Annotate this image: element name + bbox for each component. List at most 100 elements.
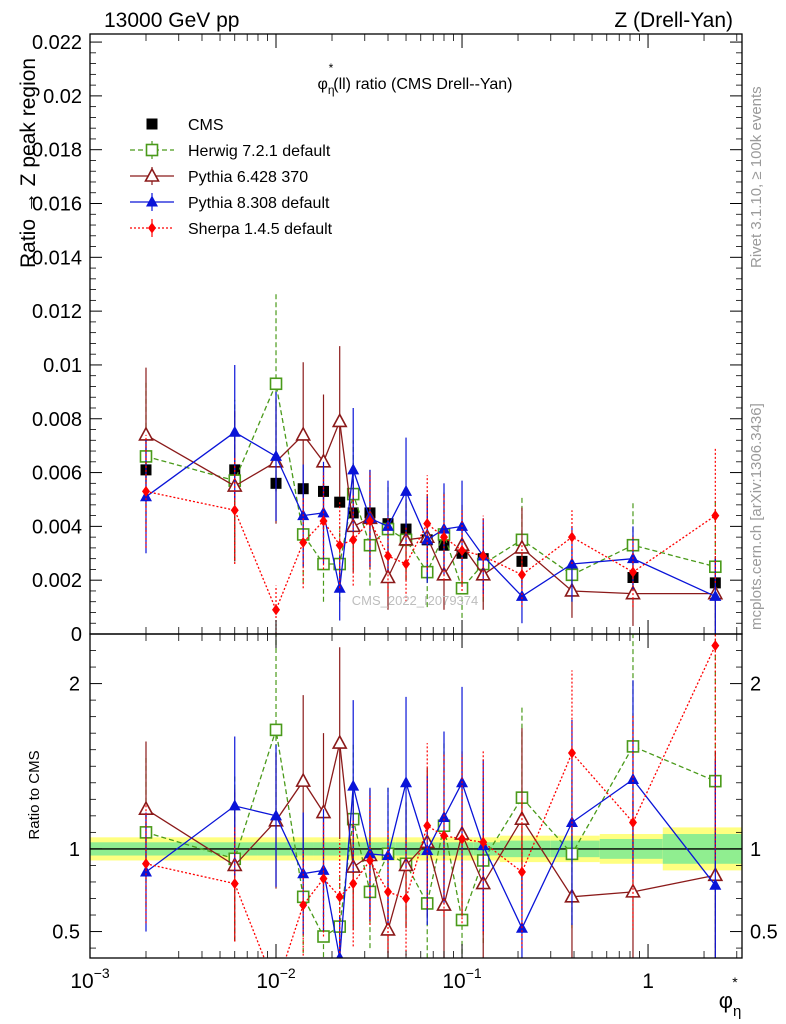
legend-entry: CMS — [146, 117, 224, 134]
ratio-point-pythia-8-308-default — [347, 779, 360, 791]
main-point-pythia-8-308-default — [270, 449, 283, 461]
x-tick-label: 10−3 — [70, 965, 110, 993]
main-point-pythia-6-428-370 — [295, 426, 312, 441]
main-y-tick-label: 0.01 — [43, 355, 82, 377]
main-point-sherpa-1-4-5-default — [384, 550, 393, 562]
ratio-series-group — [138, 634, 724, 958]
mcplots-label: mcplots.cern.ch [arXiv:1306.3436] — [748, 403, 765, 630]
ratio-series-sherpa-1-4-5-default — [141, 634, 720, 958]
legend-entry: Pythia 6.428 370 — [130, 167, 308, 186]
ratio-plot-marks: 0.5 0.51 12 210−3 10−2 10−1 1 — [52, 34, 778, 993]
ratio-point-pythia-6-428-370 — [331, 734, 348, 749]
watermark: CMS_2022_I2079374 — [352, 593, 479, 608]
main-point-sherpa-1-4-5-default — [319, 515, 328, 527]
main-point-pythia-8-308-default — [709, 589, 722, 601]
main-point-sherpa-1-4-5-default — [272, 604, 281, 616]
x-tick-label-base: 10 — [70, 970, 93, 993]
main-plot-marks: 0 0.002 0.004 0.006 0.008 0.01 0.012 0.014 0.016… — [32, 32, 743, 646]
header-right: Z (Drell-Yan) — [614, 9, 733, 32]
legend-entry: Pythia 8.308 default — [130, 193, 330, 212]
ratio-point-sherpa-1-4-5-default — [517, 866, 526, 878]
title-eta: η — [328, 83, 335, 97]
ratio-point-sherpa-1-4-5-default — [384, 886, 393, 898]
main-y-tick-label: 0.022 — [32, 32, 82, 54]
ratio-plot-frame — [89, 633, 743, 959]
main-plot: 0 0.002 0.004 0.006 0.008 0.01 0.012 0.014 0.016… — [17, 32, 743, 646]
x-tick-label-base: 1 — [642, 970, 654, 993]
ratio-line-sherpa-1-4-5-default — [145, 645, 716, 958]
legend-marker — [146, 118, 158, 130]
legend-marker — [146, 195, 158, 207]
ratio-point-sherpa-1-4-5-default — [230, 878, 239, 890]
rivet-label: Rivet 3.1.10, ≥ 100k events — [748, 86, 765, 268]
ratio-point-sherpa-1-4-5-default — [711, 640, 720, 652]
ratio-plot: 0.5 0.51 12 210−3 10−2 10−1 1 Ratio to CMS φη* — [26, 34, 778, 1020]
ratio-point-pythia-8-308-default — [336, 951, 344, 958]
legend-label: Sherpa 1.4.5 default — [188, 221, 333, 238]
ratio-y-axis-label: Ratio to CMS — [26, 750, 43, 839]
ratio-point-pythia-8-308-default — [709, 878, 722, 890]
legend-label: Pythia 6.428 370 — [188, 169, 308, 186]
main-point-sherpa-1-4-5-default — [458, 545, 467, 557]
main-point-cms — [334, 496, 346, 508]
legend-marker — [148, 222, 156, 234]
ratio-point-sherpa-1-4-5-default — [479, 836, 488, 848]
legend-label: Herwig 7.2.1 default — [188, 143, 331, 160]
ratio-point-pythia-8-308-default — [421, 844, 434, 856]
legend-label: Pythia 8.308 default — [188, 195, 330, 212]
main-y-tick-label: 0.018 — [32, 140, 82, 162]
main-point-sherpa-1-4-5-default — [365, 515, 374, 527]
main-line-herwig-7-2-1-default — [145, 381, 716, 590]
xlabel-phi: φ — [719, 988, 733, 1013]
x-tick-label-exp: −1 — [466, 965, 482, 981]
main-point-sherpa-1-4-5-default — [711, 510, 720, 522]
ratio-point-sherpa-1-4-5-default — [349, 878, 358, 890]
ratio-point-pythia-8-308-default — [228, 799, 241, 811]
main-y-axis-label: Ratio → Z peak region — [17, 58, 40, 268]
xlabel-star: * — [732, 974, 738, 990]
main-point-pythia-8-308-default — [400, 484, 413, 496]
main-line-sherpa-1-4-5-default — [145, 490, 716, 612]
legend-entry: Sherpa 1.4.5 default — [130, 219, 333, 238]
main-point-sherpa-1-4-5-default — [439, 531, 448, 543]
main-point-sherpa-1-4-5-default — [628, 566, 637, 578]
main-point-sherpa-1-4-5-default — [402, 558, 411, 570]
main-y-tick-label: 0.006 — [32, 463, 82, 485]
ratio-point-sherpa-1-4-5-default — [628, 816, 637, 828]
ratio-point-sherpa-1-4-5-default — [141, 858, 150, 870]
main-series-pythia-6-428-370 — [138, 346, 724, 632]
title-rest: (ll) ratio (CMS Drell--Yan) — [333, 76, 512, 93]
x-tick-label-base: 10 — [256, 970, 279, 993]
ratio-point-pythia-8-308-default — [626, 772, 639, 784]
main-point-sherpa-1-4-5-default — [479, 550, 488, 562]
x-tick-label: 10−1 — [442, 965, 482, 993]
main-point-pythia-8-308-default — [347, 463, 360, 475]
main-y-tick-label: 0.014 — [32, 247, 82, 269]
ratio-point-pythia-8-308-default — [270, 809, 283, 821]
ratio-line-pythia-8-308-default — [145, 778, 716, 958]
ratio-point-sherpa-1-4-5-default — [458, 833, 467, 845]
legend: CMS Herwig 7.2.1 default Pythia 6.428 370 P… — [130, 117, 333, 238]
main-point-sherpa-1-4-5-default — [335, 539, 344, 551]
ratio-point-sherpa-1-4-5-default — [365, 854, 374, 866]
main-y-tick-label: 0.004 — [32, 516, 82, 538]
main-point-herwig-7-2-1-default — [269, 377, 283, 391]
x-tick-label-exp: −2 — [280, 965, 296, 981]
legend-marker — [144, 167, 160, 182]
main-y-tick-label: 0.016 — [32, 194, 82, 216]
ratio-point-pythia-8-308-default — [297, 867, 310, 879]
ratio-point-pythia-8-308-default — [317, 863, 330, 875]
ratio-y-tick-label: 2 — [69, 674, 80, 696]
x-tick-label-exp: −3 — [94, 965, 110, 981]
x-tick-label: 1 — [642, 970, 654, 993]
ratio-y-tick-label-right: 1 — [750, 839, 761, 861]
xlabel-eta: η — [733, 1003, 741, 1020]
main-y-tick-label: 0.012 — [32, 301, 82, 323]
header-left: 13000 GeV pp — [104, 9, 239, 32]
ratio-point-pythia-8-308-default — [400, 776, 413, 788]
ratio-y-tick-label: 1 — [69, 839, 80, 861]
ratio-point-pythia-8-308-default — [565, 815, 578, 827]
legend-label: CMS — [188, 117, 224, 134]
legend-entry: Herwig 7.2.1 default — [130, 141, 331, 160]
main-plot-title: φη *(ll) ratio (CMS Drell--Yan) — [318, 61, 513, 97]
